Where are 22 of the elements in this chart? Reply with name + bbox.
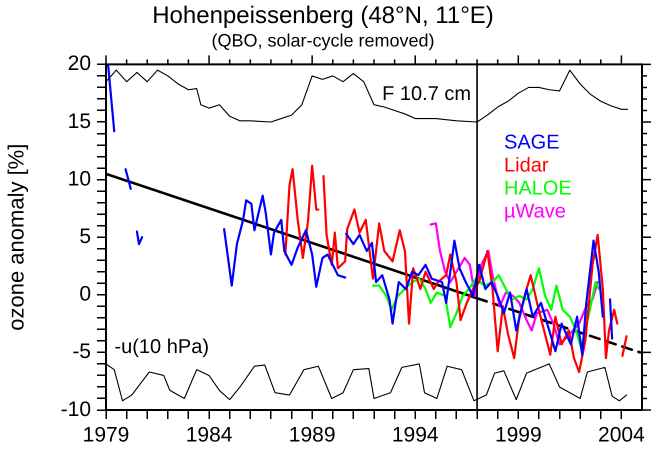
chart-subtitle: (QBO, solar-cycle removed)	[211, 30, 435, 51]
x-tick-label: 1989	[288, 423, 336, 446]
y-tick-label: 20	[68, 52, 91, 76]
x-tick-label: 1984	[186, 423, 233, 446]
y-tick-label: 15	[68, 110, 91, 133]
y-tick-label: -10	[60, 398, 91, 421]
text: SAGE	[504, 131, 560, 154]
x-tick-label: 1979	[82, 423, 130, 446]
y-tick-label: -5	[72, 340, 91, 364]
x-tick-label: 1994	[392, 423, 439, 446]
series-label: -u(10 hPa)	[114, 336, 209, 358]
y-tick-label: 0	[79, 282, 91, 306]
x-tick-label: 2004	[598, 423, 646, 446]
y-tick-label: 5	[79, 224, 91, 248]
text: HALOE	[504, 177, 572, 200]
chart-title: Hohenpeissenberg (48°N, 11°E)	[152, 2, 494, 30]
x-tick-label: 1999	[494, 423, 542, 446]
y-axis-title: ozone anomaly [%]	[3, 144, 28, 331]
text: Lidar	[504, 154, 549, 176]
legend-label: F 10.7 cm	[382, 83, 472, 105]
y-tick-label: 10	[68, 167, 91, 190]
series-label: µWave	[504, 200, 566, 222]
